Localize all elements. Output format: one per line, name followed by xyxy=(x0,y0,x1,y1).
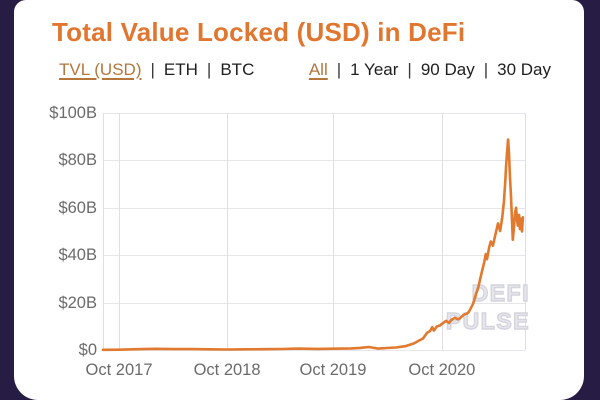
y-axis-label: $0 xyxy=(78,341,97,359)
tab-range-all[interactable]: All xyxy=(308,60,328,79)
y-axis-label: $100B xyxy=(49,104,97,122)
separator: | xyxy=(150,60,155,79)
metric-tab-group: TVL (USD) | ETH | BTC xyxy=(59,60,254,80)
chart-controls: TVL (USD) | ETH | BTC All | 1 Year | 90 … xyxy=(59,60,551,80)
y-axis-label: $40B xyxy=(58,246,97,265)
tab-range-1year[interactable]: 1 Year xyxy=(350,60,399,79)
chart-plot-area[interactable] xyxy=(103,113,525,350)
chart-title: Total Value Locked (USD) in DeFi xyxy=(52,17,466,47)
y-axis-label: $60B xyxy=(58,198,97,217)
x-axis-label: Oct 2020 xyxy=(408,361,476,379)
y-axis-label: $20B xyxy=(58,293,97,312)
gridline-horizontal xyxy=(103,350,525,351)
x-axis-label: Oct 2017 xyxy=(85,361,153,379)
tab-range-90day[interactable]: 90 Day xyxy=(420,60,475,79)
tab-tvl-usd[interactable]: TVL (USD) xyxy=(59,60,142,79)
tab-btc[interactable]: BTC xyxy=(220,60,255,79)
x-axis-label: Oct 2019 xyxy=(299,361,367,379)
separator: | xyxy=(483,60,489,79)
tab-range-30day[interactable]: 30 Day xyxy=(497,60,551,79)
separator: | xyxy=(407,60,412,79)
separator: | xyxy=(206,60,212,79)
tab-eth[interactable]: ETH xyxy=(163,60,198,79)
x-axis-label: Oct 2018 xyxy=(193,361,261,379)
range-tab-group: All | 1 Year | 90 Day | 30 Day xyxy=(309,60,551,80)
plot-boundary-line xyxy=(525,113,526,350)
y-axis-label: $80B xyxy=(58,151,97,170)
separator: | xyxy=(336,60,342,79)
gridline-horizontal xyxy=(103,113,525,114)
